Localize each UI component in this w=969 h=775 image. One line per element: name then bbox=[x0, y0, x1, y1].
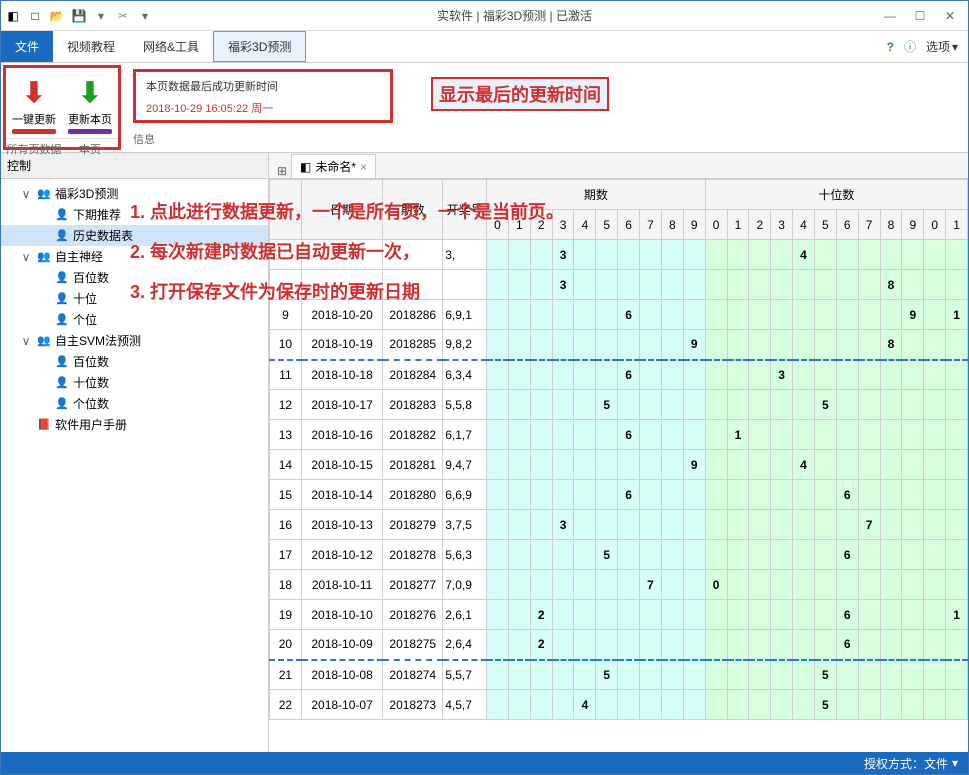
person-icon: 👤 bbox=[54, 228, 70, 244]
group-icon: 👥 bbox=[36, 333, 52, 349]
tree-item[interactable]: 👤百位数 bbox=[1, 351, 268, 372]
refresh-page-button[interactable]: ⬇ 更新本页 bbox=[62, 72, 118, 138]
doc-tab-close-icon[interactable]: × bbox=[360, 160, 367, 174]
tree-item-label: 百位数 bbox=[73, 269, 109, 286]
titlebar: ◧ □ 📂 💾 ▾ ✂ ▾ 实软件 | 福彩3D预测 | 已激活 — ☐ ✕ bbox=[1, 1, 968, 31]
open-icon[interactable]: 📂 bbox=[49, 8, 65, 24]
statusbar: 授权方式：文件 ▾ bbox=[1, 752, 968, 774]
tree-item[interactable]: ∨👥自主神经 bbox=[1, 246, 268, 267]
menu-tab-video[interactable]: 视频教程 bbox=[53, 31, 129, 62]
person-icon: 👤 bbox=[54, 270, 70, 286]
tree-item[interactable]: 👤百位数 bbox=[1, 267, 268, 288]
doc-tab[interactable]: ◧ 未命名* × bbox=[291, 154, 376, 178]
person-icon: 👤 bbox=[54, 375, 70, 391]
tree-item-label: 个位数 bbox=[73, 395, 109, 412]
tree-toggle-icon[interactable]: ∨ bbox=[19, 187, 33, 201]
ribbon-group-all-label: 所有页数据 bbox=[6, 138, 62, 159]
info-icon[interactable]: ⓘ bbox=[904, 38, 916, 55]
ribbon-group-info-label: 信息 bbox=[133, 129, 403, 149]
tree-item[interactable]: 👤十位 bbox=[1, 288, 268, 309]
tree-item-label: 下期推荐 bbox=[73, 206, 121, 223]
doc-tab-label: 未命名* bbox=[315, 158, 356, 175]
person-icon: 👤 bbox=[54, 354, 70, 370]
tree-toggle-icon[interactable]: ∨ bbox=[19, 250, 33, 264]
annotation-callout: 显示最后的更新时间 bbox=[431, 77, 609, 111]
status-text: 授权方式：文件 bbox=[864, 755, 948, 772]
tree-item-label: 福彩3D预测 bbox=[55, 185, 118, 202]
group-icon: 👥 bbox=[36, 249, 52, 265]
update-info-box: 本页数据最后成功更新时间 2018-10-29 16:05:22 周一 bbox=[133, 69, 393, 123]
main-content: 控制 ∨👥福彩3D预测👤下期推荐👤历史数据表∨👥自主神经👤百位数👤十位👤个位∨👥… bbox=[1, 153, 968, 752]
tree-item[interactable]: 📕软件用户手册 bbox=[1, 414, 268, 435]
data-grid[interactable]: 日期期数开奖号期数十位数01234567890123456789013,3438… bbox=[269, 179, 968, 720]
help-icon[interactable]: ? bbox=[887, 40, 894, 54]
tree-item[interactable]: 👤下期推荐 bbox=[1, 204, 268, 225]
tree-item[interactable]: 👤历史数据表 bbox=[1, 225, 268, 246]
arrow-down-green-icon: ⬇ bbox=[78, 76, 101, 109]
arrow-down-red-icon: ⬇ bbox=[22, 76, 45, 109]
menu-tab-file[interactable]: 文件 bbox=[1, 31, 53, 62]
tree-item-label: 软件用户手册 bbox=[55, 416, 127, 433]
menubar: 文件 视频教程 网络&工具 福彩3D预测 ? ⓘ 选项▾ bbox=[1, 31, 968, 63]
minimize-button[interactable]: — bbox=[876, 6, 904, 26]
tree-view[interactable]: ∨👥福彩3D预测👤下期推荐👤历史数据表∨👥自主神经👤百位数👤十位👤个位∨👥自主S… bbox=[1, 179, 268, 752]
more-icon[interactable]: ▾ bbox=[137, 8, 153, 24]
tree-item-label: 十位数 bbox=[73, 374, 109, 391]
tree-item[interactable]: 👤十位数 bbox=[1, 372, 268, 393]
book-icon: 📕 bbox=[36, 417, 52, 433]
group-icon: 👥 bbox=[36, 186, 52, 202]
status-dropdown-icon[interactable]: ▾ bbox=[952, 756, 958, 770]
app-window: ◧ □ 📂 💾 ▾ ✂ ▾ 实软件 | 福彩3D预测 | 已激活 — ☐ ✕ 文… bbox=[0, 0, 969, 775]
tab-expand-icon[interactable]: ⊞ bbox=[273, 164, 291, 178]
menu-tab-network[interactable]: 网络&工具 bbox=[129, 31, 213, 62]
close-button[interactable]: ✕ bbox=[936, 6, 964, 26]
menu-tab-lottery[interactable]: 福彩3D预测 bbox=[213, 31, 306, 62]
tree-toggle-icon[interactable]: ∨ bbox=[19, 334, 33, 348]
refresh-all-button[interactable]: ⬇ 一键更新 bbox=[6, 72, 62, 138]
person-icon: 👤 bbox=[54, 291, 70, 307]
tree-item-label: 十位 bbox=[73, 290, 97, 307]
tree-item[interactable]: ∨👥福彩3D预测 bbox=[1, 183, 268, 204]
person-icon: 👤 bbox=[54, 396, 70, 412]
data-grid-wrapper[interactable]: 日期期数开奖号期数十位数01234567890123456789013,3438… bbox=[269, 179, 968, 752]
tree-item[interactable]: 👤个位数 bbox=[1, 393, 268, 414]
tree-item-label: 自主神经 bbox=[55, 248, 103, 265]
update-info-title: 本页数据最后成功更新时间 bbox=[146, 78, 380, 94]
tree-item[interactable]: 👤个位 bbox=[1, 309, 268, 330]
doc-tab-strip: ⊞ ◧ 未命名* × bbox=[269, 153, 968, 179]
ribbon: ⬇ 一键更新 ⬇ 更新本页 所有页数据 本页 本页数据最后成功更新时间 2018… bbox=[1, 63, 968, 153]
right-panel: ⊞ ◧ 未命名* × 日期期数开奖号期数十位数01234567890123456… bbox=[269, 153, 968, 752]
person-icon: 👤 bbox=[54, 312, 70, 328]
tree-item[interactable]: ∨👥自主SVM法预测 bbox=[1, 330, 268, 351]
save-icon[interactable]: 💾 bbox=[71, 8, 87, 24]
person-icon: 👤 bbox=[54, 207, 70, 223]
ribbon-group-page-label: 本页 bbox=[62, 138, 118, 159]
app-icon: ◧ bbox=[5, 8, 21, 24]
tree-item-label: 百位数 bbox=[73, 353, 109, 370]
maximize-button[interactable]: ☐ bbox=[906, 6, 934, 26]
doc-tab-icon: ◧ bbox=[300, 160, 311, 174]
dropdown-icon[interactable]: ▾ bbox=[93, 8, 109, 24]
window-controls: — ☐ ✕ bbox=[876, 6, 964, 26]
tree-item-label: 个位 bbox=[73, 311, 97, 328]
tree-item-label: 历史数据表 bbox=[73, 227, 133, 244]
left-panel: 控制 ∨👥福彩3D预测👤下期推荐👤历史数据表∨👥自主神经👤百位数👤十位👤个位∨👥… bbox=[1, 153, 269, 752]
tree-item-label: 自主SVM法预测 bbox=[55, 332, 141, 349]
new-icon[interactable]: □ bbox=[27, 8, 43, 24]
update-info-time: 2018-10-29 16:05:22 周一 bbox=[146, 100, 380, 116]
settings-icon[interactable]: ✂ bbox=[115, 8, 131, 24]
options-menu[interactable]: 选项▾ bbox=[926, 38, 958, 55]
quick-access-toolbar: ◧ □ 📂 💾 ▾ ✂ ▾ bbox=[5, 8, 153, 24]
window-title: 实软件 | 福彩3D预测 | 已激活 bbox=[153, 7, 876, 24]
